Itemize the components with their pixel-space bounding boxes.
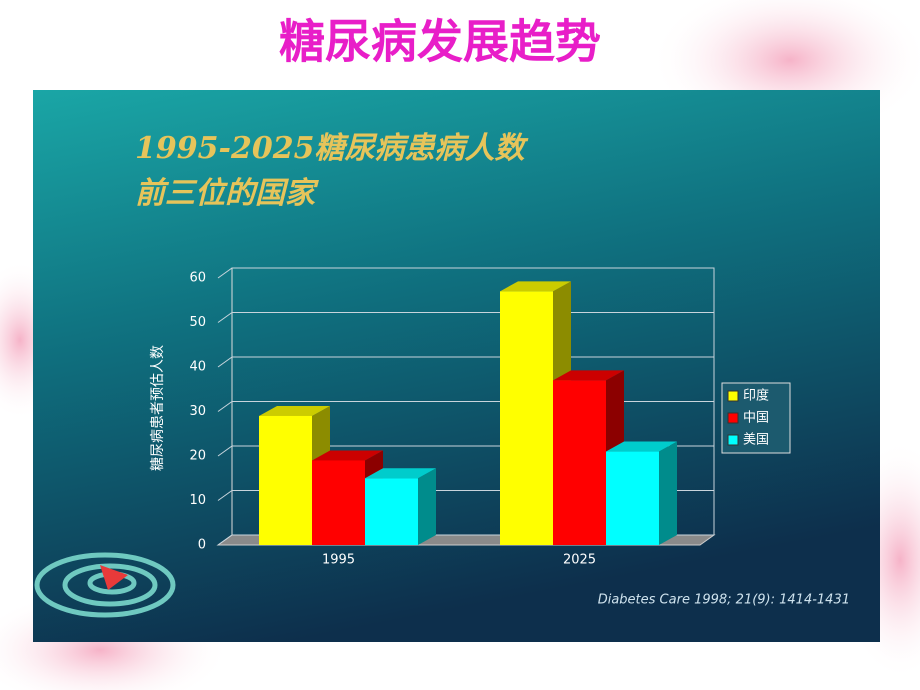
bar-top [259,405,330,416]
y-tick-label: 50 [189,315,206,330]
legend-label: 美国 [743,433,769,448]
bar-top [365,468,436,479]
panel [33,90,880,642]
legend-swatch [727,390,739,402]
bar [553,380,606,545]
x-tick-label: 2025 [563,553,596,568]
grid-line [217,267,714,279]
bar [500,291,553,545]
bar-top [312,450,383,461]
y-tick-label: 0 [198,538,206,553]
y-tick-label: 10 [189,493,206,508]
y-axis-label: 糖尿病患者预估人数 [150,345,166,471]
slide-title: 糖尿病发展趋势 [279,15,601,69]
bar-side [418,468,436,545]
legend-swatch [727,434,739,446]
chart-title: 1995-2025糖尿病患病人数 [135,131,528,166]
bar-top [500,281,571,292]
bar [606,451,659,545]
bar [312,460,365,545]
source-note: Diabetes Care 1998; 21(9): 1414-1431 [598,593,850,608]
legend-swatch [727,412,739,424]
x-tick-label: 1995 [322,553,355,568]
bar-side [659,441,677,545]
y-tick-label: 40 [189,360,206,375]
legend-label: 中国 [743,411,769,426]
y-tick-label: 20 [189,449,206,464]
y-tick-label: 30 [189,404,206,419]
bar [259,415,312,545]
bar [365,478,418,545]
bar-top [606,441,677,452]
logo [34,552,176,618]
bar-top [553,370,624,381]
y-tick-label: 60 [189,271,206,286]
chart-subtitle: 前三位的国家 [135,176,319,211]
legend-label: 印度 [743,388,769,404]
